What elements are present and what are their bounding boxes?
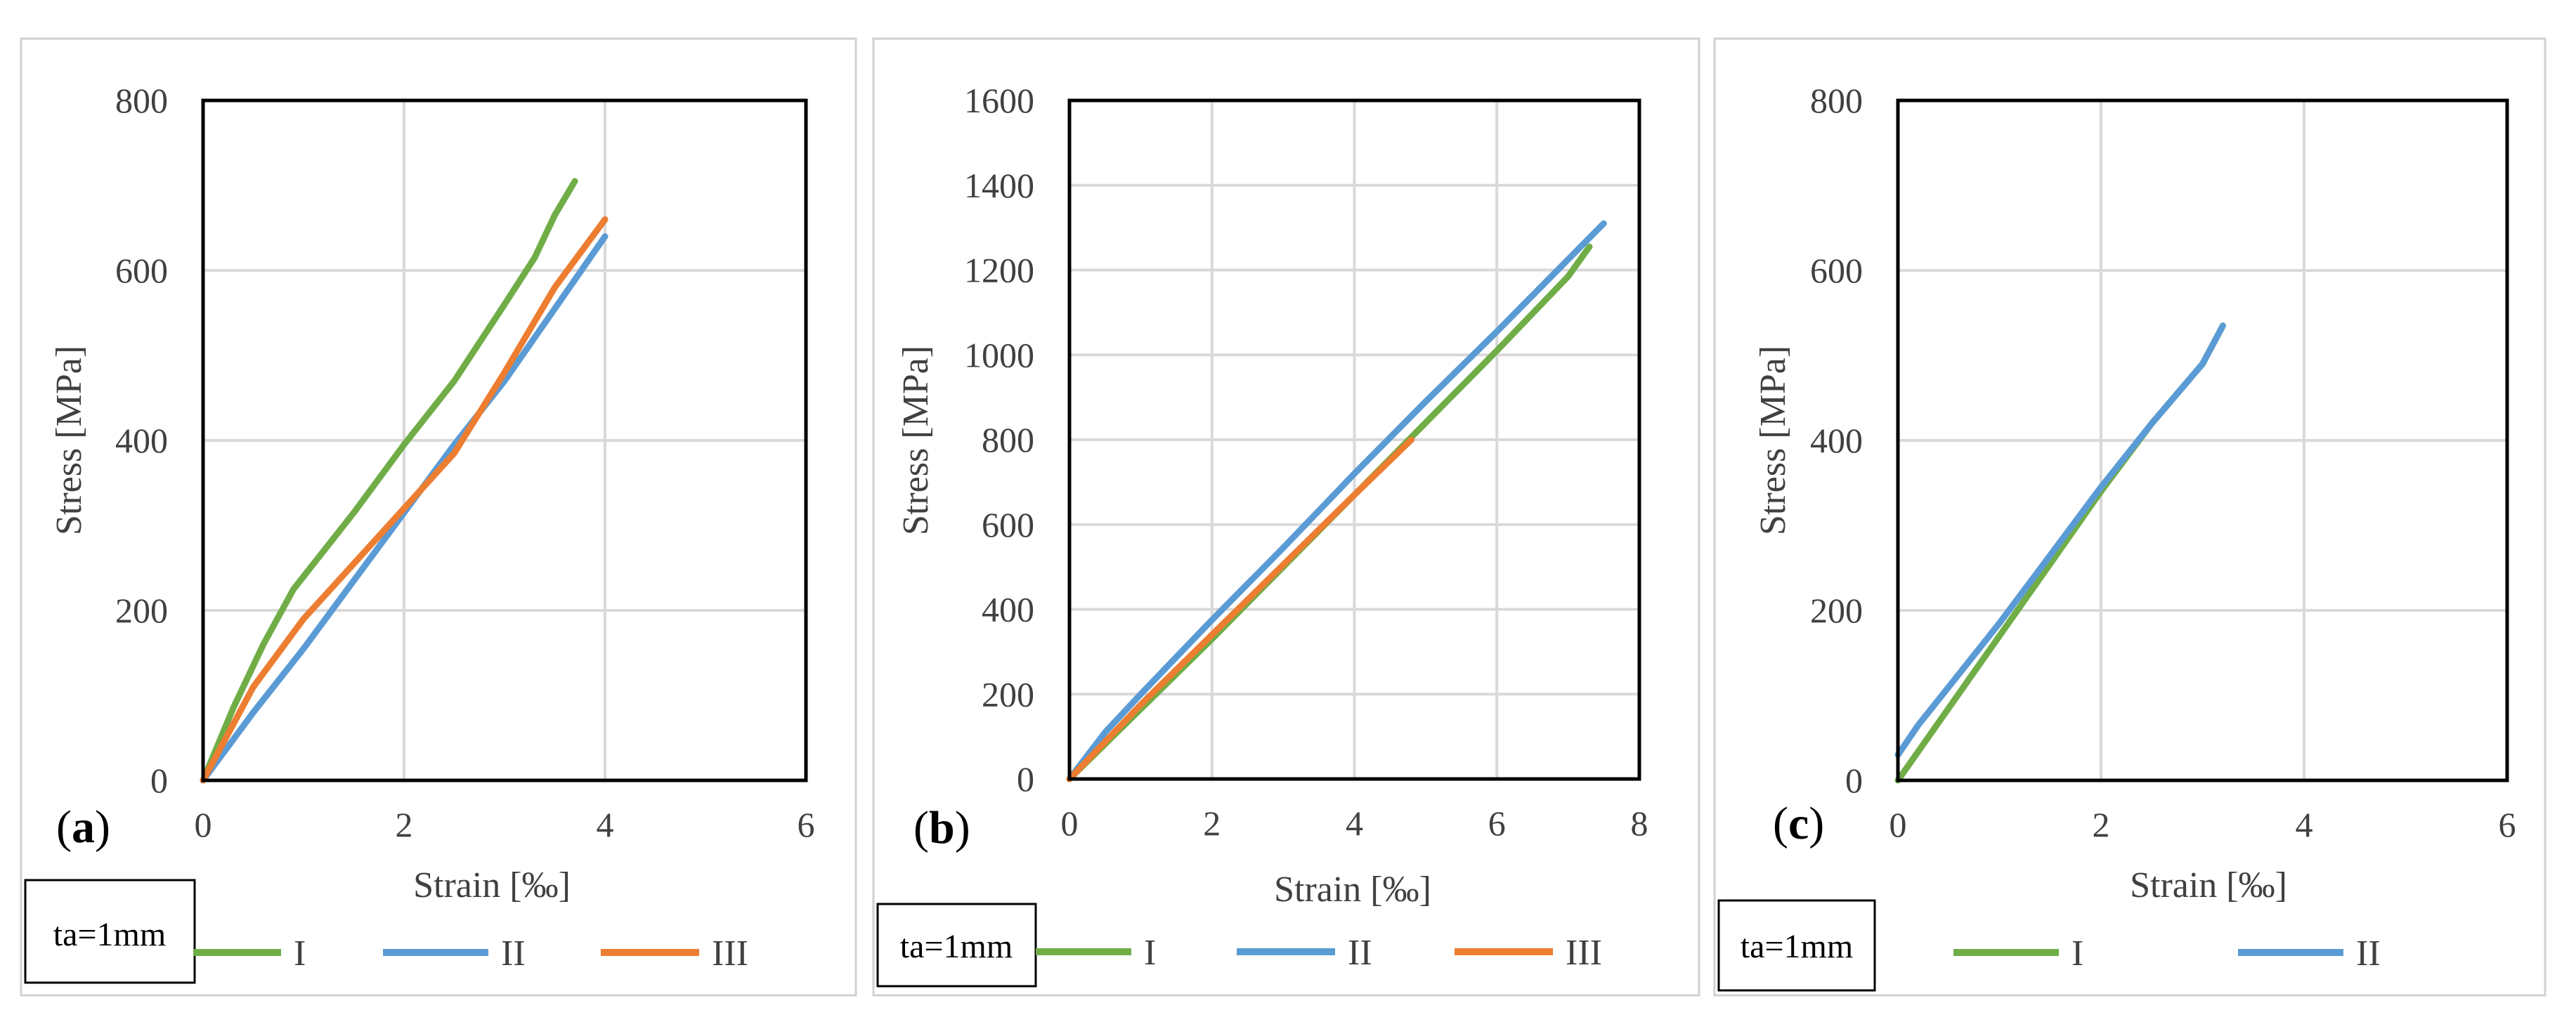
x-tick-label: 4 (1346, 804, 1363, 843)
x-tick-label: 6 (1488, 804, 1506, 843)
panel-c-letter: c (1788, 798, 1809, 849)
panel-a-ticks: 0 2 4 6 0 200 400 600 800 (115, 81, 815, 844)
y-tick-label: 1400 (964, 166, 1034, 205)
y-tick-label: 200 (1810, 591, 1863, 630)
panel-c-label: (c) (1773, 798, 1824, 849)
panel-b-legend-box (876, 903, 1037, 988)
panel-c-legend-box-text: ta=1mm (1741, 928, 1853, 965)
x-tick-label: 0 (1061, 804, 1079, 843)
panel-c-legend-box (1717, 899, 1876, 992)
y-tick-label: 200 (982, 674, 1034, 714)
y-tick-label: 1600 (964, 81, 1034, 120)
panel-c: 0 2 4 6 0 200 400 600 800 Strain [‰] Stress [MPa… (1713, 37, 2546, 997)
x-tick-label: 4 (2296, 805, 2313, 844)
y-tick-label: 800 (1810, 81, 1863, 120)
panel-a-grid (203, 100, 806, 780)
y-tick-label: 0 (1017, 759, 1034, 799)
panel-b-frame (872, 37, 1700, 997)
x-tick-label: 0 (1889, 805, 1907, 844)
legend-label-iii: III (712, 933, 748, 974)
x-tick-label: 2 (396, 805, 413, 844)
series-line-ii (1066, 220, 1607, 782)
panel-a-legend: I II III (193, 933, 748, 974)
legend-label-ii: II (501, 933, 526, 974)
y-tick-label: 800 (115, 81, 168, 120)
panel-a-legend-box (24, 879, 196, 984)
y-tick-label: 0 (1845, 761, 1863, 800)
panel-b: 0 2 4 6 8 0 200 400 600 800 1000 1200 1400 1600 Strai… (872, 37, 1700, 997)
panel-b-grid (1069, 100, 1639, 779)
panel-b-plot-frame (1067, 98, 1641, 781)
legend-label-i: I (1144, 933, 1156, 973)
y-tick-label: 1000 (964, 335, 1034, 374)
panel-a-series (200, 178, 609, 784)
panel-a-label: (a) (56, 801, 110, 853)
panel-c-frame (1713, 37, 2546, 997)
series-line-iii (200, 216, 609, 784)
panel-c-plot-frame (1896, 98, 2509, 782)
y-tick-label: 400 (115, 421, 168, 460)
y-tick-label: 800 (982, 420, 1034, 459)
panel-b-label: (b) (913, 802, 970, 853)
x-tick-label: 4 (597, 805, 614, 844)
panel-a-plot-frame (201, 98, 808, 782)
x-tick-label: 6 (2499, 805, 2516, 844)
y-tick-label: 400 (982, 590, 1034, 629)
panel-b-y-axis-label: Stress [MPa] (896, 346, 936, 535)
legend-label-i: I (294, 933, 306, 974)
x-tick-label: 6 (798, 805, 815, 844)
x-tick-label: 2 (2093, 805, 2110, 844)
y-tick-label: 200 (115, 591, 168, 630)
panel-a-legend-box-text: ta=1mm (53, 916, 166, 953)
series-line-iii (1066, 436, 1415, 782)
y-tick-label: 600 (115, 251, 168, 290)
legend-label-ii: II (2356, 933, 2381, 974)
panel-c-x-axis-label: Strain [‰] (2130, 865, 2287, 905)
x-tick-label: 2 (1203, 804, 1221, 843)
panel-a-frame (20, 37, 857, 997)
panel-b-x-axis-label: Strain [‰] (1274, 870, 1431, 910)
legend-label-ii: II (1348, 933, 1372, 973)
panel-a-letter: a (72, 801, 95, 853)
y-tick-label: 0 (150, 761, 168, 800)
series-line-ii (1894, 322, 2226, 759)
y-tick-label: 1200 (964, 251, 1034, 290)
panel-b-letter: b (929, 802, 955, 853)
panel-b-legend-box-text: ta=1mm (900, 928, 1013, 965)
panel-b-series (1066, 220, 1607, 782)
panel-b-legend: I II III (1036, 933, 1602, 973)
panel-c-grid (1898, 100, 2507, 780)
legend-label-i: I (2071, 933, 2083, 974)
x-tick-label: 0 (195, 805, 212, 844)
panel-c-y-axis-label: Stress [MPa] (1753, 346, 1793, 535)
panel-c-ticks: 0 2 4 6 0 200 400 600 800 (1810, 81, 2516, 844)
legend-label-iii: III (1566, 933, 1602, 973)
series-line-i (200, 178, 578, 784)
y-tick-label: 400 (1810, 421, 1863, 460)
panel-a-y-axis-label: Stress [MPa] (49, 346, 89, 535)
panel-c-legend: I II (1953, 933, 2381, 974)
panel-c-series (1894, 322, 2226, 784)
panel-a-x-axis-label: Strain [‰] (413, 865, 571, 905)
panel-a: 0 2 4 6 0 200 400 600 800 Strain [‰] Stress [MPa… (20, 37, 857, 997)
y-tick-label: 600 (982, 505, 1034, 544)
y-tick-label: 600 (1810, 251, 1863, 290)
panel-b-ticks: 0 2 4 6 8 0 200 400 600 800 1000 1200 1400 1600 (964, 81, 1648, 843)
x-tick-label: 8 (1631, 804, 1648, 843)
